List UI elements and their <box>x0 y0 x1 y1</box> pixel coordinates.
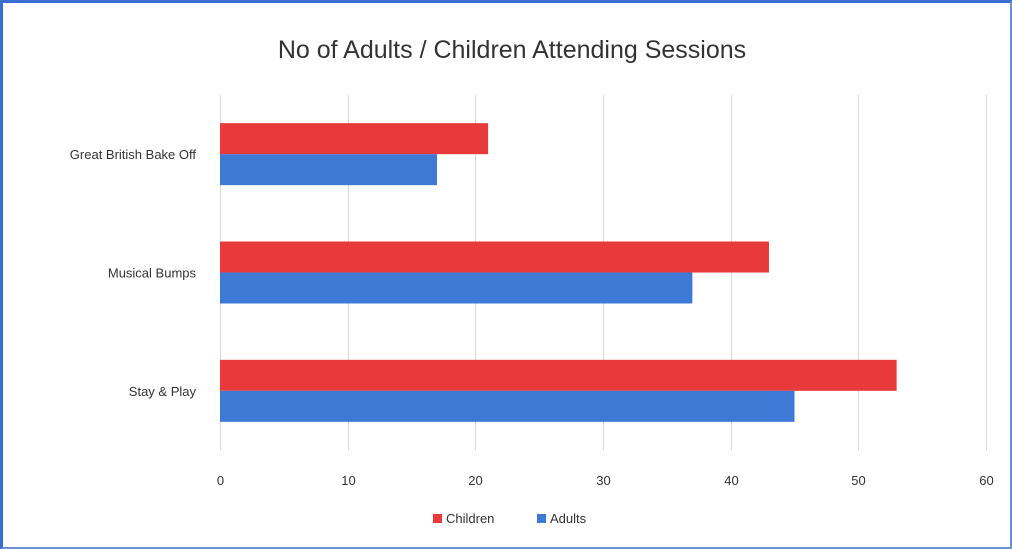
legend-label-children: Children <box>446 511 494 526</box>
category-labels: Great British Bake Off Musical Bumps Stay … <box>70 147 197 399</box>
bar-children-1 <box>220 241 769 273</box>
bar-adults-2 <box>220 390 795 422</box>
category-label-0: Great British Bake Off <box>70 147 197 162</box>
bars <box>220 123 897 422</box>
chart-title: No of Adults / Children Attending Sessio… <box>278 36 746 64</box>
x-tick-label-50: 50 <box>851 473 865 488</box>
legend-label-adults: Adults <box>550 511 587 526</box>
bar-adults-0 <box>220 154 438 186</box>
bar-children-2 <box>220 359 897 391</box>
x-tick-label-20: 20 <box>468 473 482 488</box>
category-label-1: Musical Bumps <box>108 266 197 281</box>
x-tick-label-60: 60 <box>979 473 993 488</box>
x-tick-label-0: 0 <box>217 473 224 488</box>
x-axis-tick-labels: 0 10 20 30 40 50 60 <box>217 473 994 488</box>
category-label-2: Stay & Play <box>129 384 197 399</box>
legend-swatch-adults <box>537 514 546 523</box>
x-tick-label-40: 40 <box>724 473 738 488</box>
legend: Children Adults <box>433 511 587 526</box>
bar-children-0 <box>220 123 489 155</box>
bar-adults-1 <box>220 272 693 304</box>
x-tick-label-10: 10 <box>341 473 355 488</box>
x-tick-label-30: 30 <box>596 473 610 488</box>
legend-swatch-children <box>433 514 442 523</box>
